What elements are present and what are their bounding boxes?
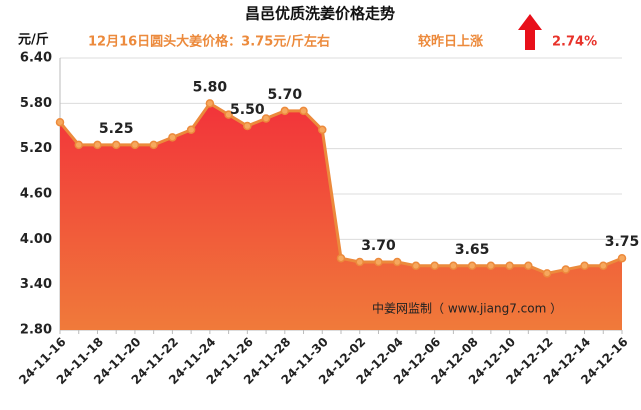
point xyxy=(336,253,346,263)
point xyxy=(542,269,552,278)
point xyxy=(561,265,571,274)
point xyxy=(299,106,308,116)
point xyxy=(617,253,627,263)
point xyxy=(130,140,140,150)
point xyxy=(261,114,271,123)
value-label: 5.50 xyxy=(230,102,265,118)
y-tick-label: 3.40 xyxy=(20,277,52,292)
value-label: 3.75 xyxy=(605,234,640,250)
value-label: 5.80 xyxy=(193,79,228,95)
point xyxy=(430,261,439,271)
point xyxy=(55,117,65,127)
point xyxy=(486,261,496,271)
point xyxy=(392,257,402,267)
y-tick-label: 4.00 xyxy=(20,232,52,247)
y-unit: 元/斤 xyxy=(18,32,49,48)
value-label: 3.70 xyxy=(361,238,396,254)
point xyxy=(599,261,608,271)
area xyxy=(60,103,622,330)
point xyxy=(524,261,533,271)
point xyxy=(580,261,589,271)
y-tick-label: 5.80 xyxy=(20,96,52,111)
y-tick-label: 4.60 xyxy=(20,187,52,202)
point xyxy=(467,261,477,271)
point xyxy=(355,257,364,267)
point xyxy=(186,125,196,135)
point xyxy=(411,261,421,271)
point xyxy=(374,257,383,267)
value-label: 5.25 xyxy=(99,121,134,137)
point xyxy=(449,261,458,271)
point xyxy=(149,140,158,150)
point xyxy=(318,125,327,135)
value-label: 3.65 xyxy=(455,242,490,258)
change-text: 较昨日上涨 xyxy=(418,34,483,50)
point xyxy=(111,140,121,150)
y-tick-label: 5.20 xyxy=(20,141,52,156)
chart-title: 昌邑优质洗姜价格走势 xyxy=(245,5,395,23)
change-pct: 2.74% xyxy=(552,35,597,50)
price-note: 12月16日圆头大姜价格：3.75元/斤左右 xyxy=(88,34,330,50)
y-tick-label: 6.40 xyxy=(20,51,52,66)
point xyxy=(205,99,215,108)
y-tick-label: 2.80 xyxy=(20,323,52,338)
up-arrow xyxy=(518,14,542,50)
point xyxy=(224,110,233,119)
value-label: 5.70 xyxy=(268,87,303,103)
point xyxy=(280,106,290,116)
point xyxy=(74,140,83,150)
point xyxy=(505,261,514,271)
point xyxy=(243,121,252,131)
point xyxy=(168,133,177,142)
point xyxy=(93,140,102,150)
watermark: 中姜网监制（ www.jiang7.com ） xyxy=(372,301,562,316)
